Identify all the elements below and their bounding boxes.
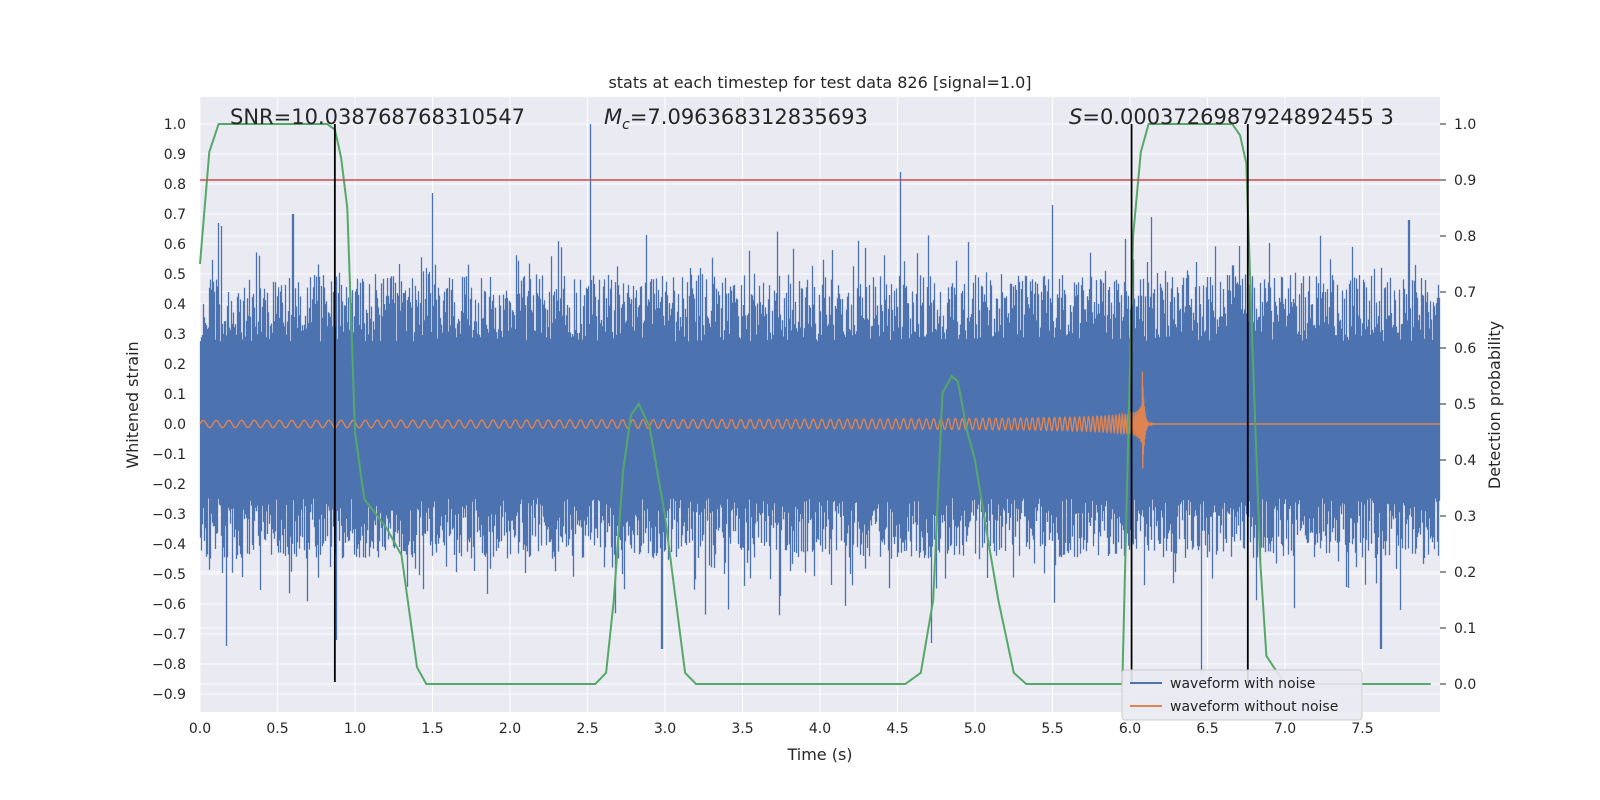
y-left-tick-label: −0.3 [152, 507, 186, 523]
y-left-tick-label: 0.1 [164, 387, 186, 403]
x-tick-label: 3.5 [731, 721, 753, 737]
x-tick-label: 6.5 [1196, 721, 1218, 737]
y-left-tick-label: −0.5 [152, 567, 186, 583]
chirp-mass-symbol: M [604, 105, 622, 129]
y-right-tick-label: 0.4 [1454, 453, 1476, 469]
y-left-tick-label: 0.2 [164, 357, 186, 373]
y-left-tick-label: 0.8 [164, 177, 186, 193]
series-detection-probability [199, 123, 1431, 685]
x-tick-labels: 0.0 0.5 1.0 1.5 2.0 2.5 3.0 3.5 4.0 4.5 5.0 5.5 6.0 6… [189, 721, 1374, 737]
y-axis-label-right: Detection probability [1485, 321, 1504, 489]
y-right-tick-label: 0.9 [1454, 173, 1476, 189]
vertical-markers [333, 124, 1249, 682]
y-right-tick-label: 0.7 [1454, 285, 1476, 301]
series-waveform-without-noise [199, 371, 1440, 469]
y-left-tick-label: −0.6 [152, 597, 186, 613]
y-left-tick-label: 0.3 [164, 327, 186, 343]
y-right-tick-label: 0.0 [1454, 677, 1476, 693]
x-tick-label: 0.5 [266, 721, 288, 737]
y-left-tick-label: 0.0 [164, 417, 186, 433]
y-left-tick-label: −0.7 [152, 627, 186, 643]
y-left-tick-label: −0.4 [152, 537, 186, 553]
x-tick-label: 4.0 [809, 721, 831, 737]
x-axis-label: Time (s) [786, 745, 852, 764]
legend-box [1121, 669, 1363, 721]
y-left-tick-label: 0.9 [164, 147, 186, 163]
y-left-tick-label: 1.0 [164, 117, 186, 133]
x-tick-label: 2.0 [499, 721, 521, 737]
x-tick-label: 1.5 [421, 721, 443, 737]
chirp-mass-value: =7.096368312835693 [630, 105, 868, 129]
probability-trace [199, 123, 1431, 685]
chirp-mass-annotation: Mc=7.096368312835693 [604, 105, 868, 133]
snr-annotation: SNR=10.038768768310547 [230, 105, 525, 129]
y-right-tick-label: 0.6 [1454, 341, 1476, 357]
y-right-tick-label: 0.3 [1454, 509, 1476, 525]
x-tick-label: 7.5 [1351, 721, 1373, 737]
y-left-tick-label: 0.7 [164, 207, 186, 223]
x-tick-label: 1.0 [344, 721, 366, 737]
y-right-tick-label: 0.2 [1454, 565, 1476, 581]
legend: waveform with noise waveform without noi… [1121, 669, 1363, 721]
y-left-tick-label: 0.5 [164, 267, 186, 283]
legend-label-noise: waveform with noise [1170, 676, 1315, 692]
y-axis-label-left: Whitened strain [123, 341, 142, 468]
chirp-mass-subscript: c [622, 117, 630, 133]
x-tick-label: 6.0 [1119, 721, 1141, 737]
s-annotation: S=0.0003726987924892455 3 [1069, 105, 1394, 129]
x-tick-label: 5.5 [1041, 721, 1063, 737]
y-right-tick-label: 0.1 [1454, 621, 1476, 637]
x-tick-label: 2.5 [576, 721, 598, 737]
s-symbol: S [1069, 105, 1082, 129]
y-left-tick-label: −0.9 [152, 687, 186, 703]
y-left-tick-label: 0.4 [164, 297, 186, 313]
y-right-tick-labels: 1.0 0.9 0.8 0.7 0.6 0.5 0.4 0.3 0.2 0.1 0.0 [1440, 117, 1476, 693]
y-left-tick-label: −0.8 [152, 657, 186, 673]
y-left-tick-label: −0.2 [152, 477, 186, 493]
x-tick-label: 3.0 [654, 721, 676, 737]
y-left-tick-label: 0.6 [164, 237, 186, 253]
y-right-tick-label: 0.8 [1454, 229, 1476, 245]
y-right-tick-label: 1.0 [1454, 117, 1476, 133]
chart-title: stats at each timestep for test data 826… [608, 73, 1031, 92]
legend-label-chirp: waveform without noise [1170, 699, 1338, 715]
x-tick-label: 5.0 [964, 721, 986, 737]
y-left-tick-labels: 1.0 0.9 0.8 0.7 0.6 0.5 0.4 0.3 0.2 0.1 0.0 −0.1 −0.… [152, 117, 186, 703]
x-tick-label: 7.0 [1274, 721, 1296, 737]
x-tick-label: 4.5 [886, 721, 908, 737]
x-tick-label: 0.0 [189, 721, 211, 737]
chirp-trace [199, 371, 1440, 469]
s-value: =0.0003726987924892455 3 [1082, 105, 1394, 129]
y-right-tick-label: 0.5 [1454, 397, 1476, 413]
y-left-tick-label: −0.1 [152, 447, 186, 463]
